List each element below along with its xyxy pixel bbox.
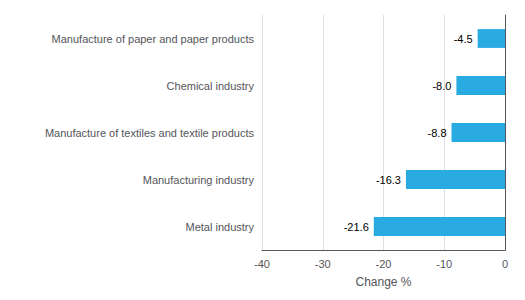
svg-text:-20: -20 — [376, 258, 392, 270]
svg-text:Metal industry: Metal industry — [186, 221, 255, 233]
svg-text:Change %: Change % — [355, 275, 411, 289]
svg-text:-40: -40 — [254, 258, 270, 270]
svg-text:Chemical industry: Chemical industry — [167, 80, 255, 92]
svg-text:-30: -30 — [315, 258, 331, 270]
svg-text:Manufacture of textiles and te: Manufacture of textiles and textile prod… — [45, 127, 255, 139]
svg-text:-8.8: -8.8 — [428, 127, 447, 139]
svg-text:-4.5: -4.5 — [454, 33, 473, 45]
svg-text:-10: -10 — [436, 258, 452, 270]
svg-text:-8.0: -8.0 — [432, 80, 451, 92]
svg-text:-21.6: -21.6 — [344, 221, 369, 233]
svg-text:0: 0 — [502, 258, 508, 270]
svg-text:Manufacturing industry: Manufacturing industry — [143, 174, 255, 186]
svg-text:Manufacture of paper and paper: Manufacture of paper and paper products — [52, 33, 255, 45]
svg-text:-16.3: -16.3 — [376, 174, 401, 186]
